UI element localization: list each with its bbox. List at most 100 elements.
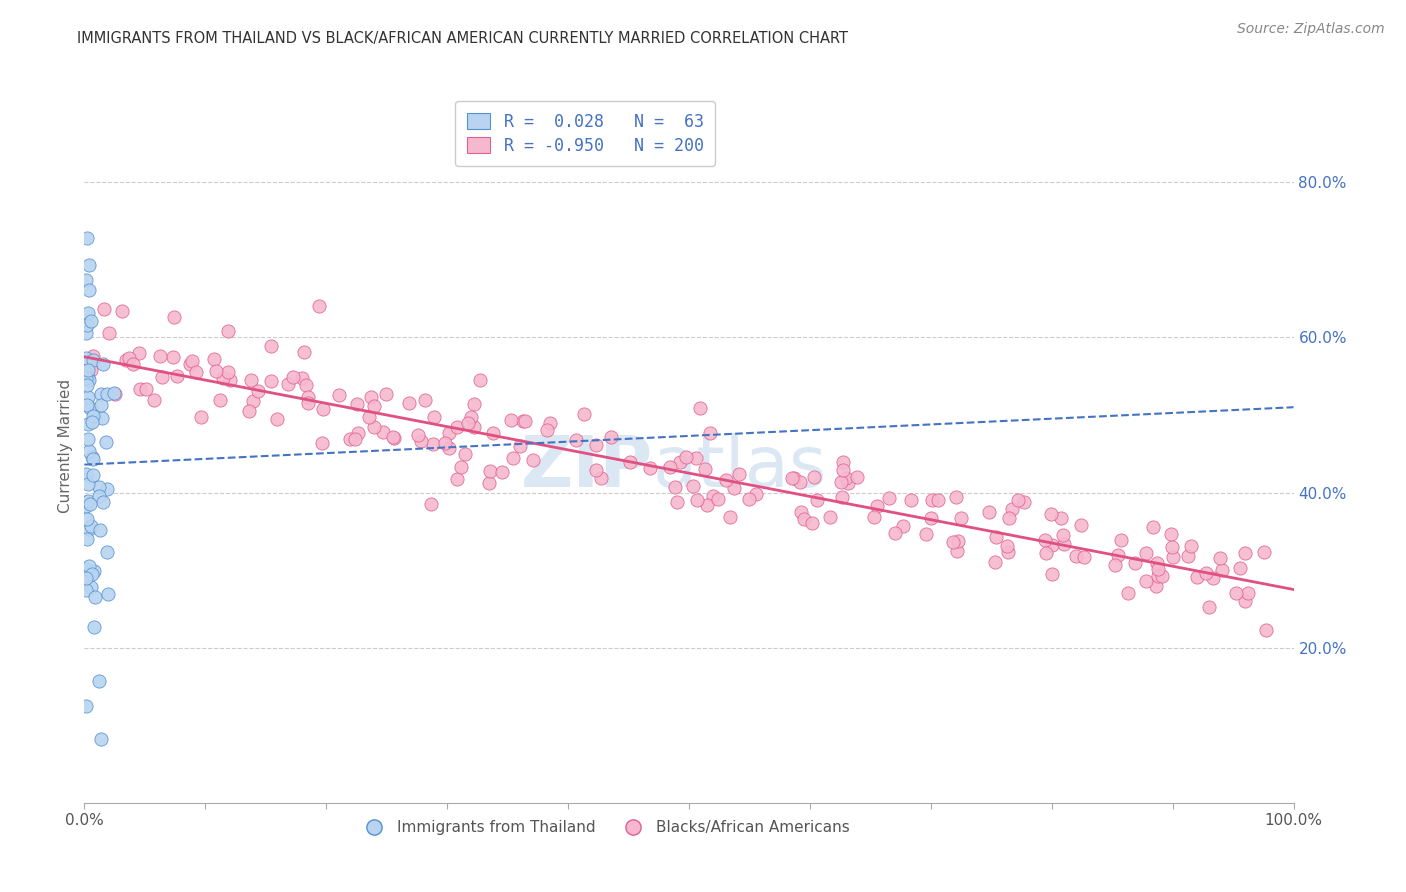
Point <box>77 363 100 377</box>
Point <box>1254 624 1277 638</box>
Point <box>1234 593 1257 607</box>
Point <box>294 378 316 392</box>
Point <box>312 402 335 417</box>
Point <box>707 492 730 507</box>
Point <box>463 396 485 410</box>
Point <box>77 432 100 446</box>
Point <box>702 489 724 503</box>
Point <box>217 365 239 379</box>
Point <box>536 423 558 437</box>
Point <box>1040 538 1063 552</box>
Point <box>79 401 101 415</box>
Point <box>1161 549 1184 564</box>
Point <box>1001 502 1024 516</box>
Point <box>782 471 804 485</box>
Point <box>1229 560 1251 574</box>
Point <box>281 370 304 384</box>
Point <box>1116 586 1139 600</box>
Point <box>1052 528 1074 542</box>
Point <box>863 509 886 524</box>
Point <box>460 409 482 424</box>
Point <box>1209 550 1232 565</box>
Point <box>564 434 586 448</box>
Point <box>347 425 370 440</box>
Point <box>96 387 118 401</box>
Point <box>984 530 1007 544</box>
Point <box>77 522 100 536</box>
Point <box>76 398 98 412</box>
Point <box>572 407 595 421</box>
Point <box>837 475 859 490</box>
Point <box>266 412 288 426</box>
Point <box>423 410 446 425</box>
Point <box>83 620 105 634</box>
Point <box>699 426 721 441</box>
Point <box>446 420 468 434</box>
Point <box>292 345 315 359</box>
Point <box>745 487 768 501</box>
Point <box>90 731 112 746</box>
Point <box>800 516 823 531</box>
Legend: Immigrants from Thailand, Blacks/African Americans: Immigrants from Thailand, Blacks/African… <box>353 814 856 841</box>
Point <box>142 392 165 407</box>
Point <box>1049 510 1071 524</box>
Point <box>638 461 661 475</box>
Point <box>82 352 104 367</box>
Point <box>80 519 103 533</box>
Point <box>75 272 97 286</box>
Point <box>357 409 380 424</box>
Point <box>803 470 825 484</box>
Point <box>1152 569 1174 583</box>
Point <box>437 425 460 440</box>
Point <box>790 505 813 519</box>
Point <box>87 480 110 494</box>
Point <box>181 353 204 368</box>
Point <box>212 371 235 385</box>
Point <box>80 363 103 377</box>
Point <box>714 473 737 487</box>
Point <box>104 387 127 401</box>
Point <box>845 469 868 483</box>
Point <box>75 351 97 366</box>
Point <box>346 397 368 411</box>
Point <box>339 432 361 446</box>
Point <box>76 306 98 320</box>
Point <box>470 373 492 387</box>
Point <box>84 590 107 604</box>
Point <box>1035 546 1057 560</box>
Point <box>82 450 104 464</box>
Point <box>946 544 969 558</box>
Point <box>830 475 852 490</box>
Point <box>1039 507 1062 521</box>
Point <box>1147 569 1170 583</box>
Point <box>1142 519 1164 533</box>
Point <box>75 571 97 585</box>
Point <box>75 561 97 575</box>
Point <box>122 357 145 371</box>
Point <box>89 524 111 538</box>
Point <box>77 258 100 272</box>
Point <box>512 414 534 428</box>
Point <box>97 587 120 601</box>
Point <box>977 505 1000 519</box>
Point <box>689 401 711 415</box>
Point <box>695 462 717 476</box>
Point <box>1147 562 1170 576</box>
Point <box>76 318 98 333</box>
Point <box>242 394 264 409</box>
Point <box>1225 586 1247 600</box>
Point <box>1160 527 1182 541</box>
Point <box>75 326 97 340</box>
Point <box>415 393 437 408</box>
Point <box>422 437 444 451</box>
Point <box>1202 571 1225 585</box>
Point <box>297 396 319 410</box>
Point <box>77 390 100 404</box>
Point <box>420 497 443 511</box>
Point <box>76 231 98 245</box>
Point <box>718 509 741 524</box>
Point <box>166 369 188 384</box>
Point <box>90 398 112 412</box>
Point <box>75 698 97 713</box>
Point <box>1066 549 1088 563</box>
